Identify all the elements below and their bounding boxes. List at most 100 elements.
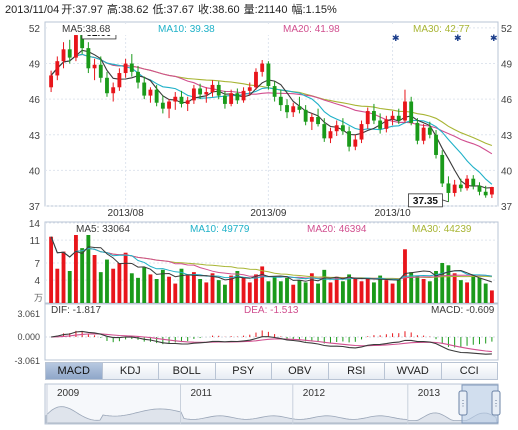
volume-bar [242, 278, 246, 303]
candle-body [155, 90, 159, 103]
price-y-tick: 40 [29, 166, 41, 177]
legend-ma10: MA10: 39.38 [158, 24, 215, 35]
legend-ma5: MA5:38.68 [62, 24, 111, 35]
vol-legend-ma20: MA20: 46394 [307, 224, 367, 235]
star-marker-icon[interactable]: ✱ [454, 33, 462, 43]
tab-macd[interactable]: MACD [45, 362, 103, 380]
volume-bar [471, 276, 475, 303]
candle-body [186, 100, 190, 104]
candle-body [260, 64, 264, 72]
candle-body [360, 124, 364, 139]
price-y-tick-right: 37 [501, 202, 513, 213]
tab-rsi[interactable]: RSI [329, 362, 386, 380]
candle-body [111, 87, 115, 93]
candle-body [409, 102, 413, 123]
macd-legend-macd: MACD: -0.609 [431, 305, 495, 316]
price-y-axis-left: 524946434037 [29, 24, 41, 213]
candle-body [254, 72, 258, 87]
candle-body [142, 83, 146, 96]
candle-body [471, 179, 475, 186]
candle-body [93, 65, 97, 69]
navigator-year-label: 2011 [190, 388, 212, 399]
candle-body [291, 106, 295, 112]
candle-body [192, 88, 196, 100]
candle-body [248, 87, 252, 91]
candle-body [211, 85, 215, 92]
candle-body [322, 124, 326, 138]
tab-wvad[interactable]: WVAD [385, 362, 442, 380]
volume-bar [428, 281, 432, 303]
star-marker-icon[interactable]: ✱ [490, 33, 498, 43]
volume-y-tick: 14 [29, 219, 41, 230]
grip-icon: ⋮ [459, 399, 467, 408]
volume-bar [422, 279, 426, 303]
volume-bar [198, 279, 202, 303]
volume-bar [180, 269, 184, 303]
volume-bar [484, 284, 488, 303]
volume-unit: 万 [34, 293, 43, 303]
tab-cci[interactable]: CCI [442, 362, 499, 380]
volume-bar [62, 252, 66, 303]
volume-bar [440, 263, 444, 303]
candle-body [353, 140, 357, 147]
volume-bar [142, 268, 146, 303]
volume-bar [93, 255, 97, 303]
volume-bar [372, 282, 376, 303]
candle-body [372, 111, 376, 120]
overview-navigator[interactable]: 2009 2011 2012 2013 ⋮ ⋮ [45, 384, 500, 424]
candle-body [217, 85, 221, 96]
volume-bar [173, 284, 177, 303]
price-y-tick-right: 52 [501, 24, 513, 35]
volume-bar [49, 237, 53, 303]
price-y-tick-right: 40 [501, 166, 513, 177]
tab-obv[interactable]: OBV [272, 362, 329, 380]
volume-bar [329, 282, 333, 303]
candle-body [130, 64, 134, 72]
macd-y-tick-top: 3.061 [17, 309, 40, 319]
candle-body [161, 103, 165, 109]
volume-bar [192, 272, 196, 303]
candle-body [285, 105, 289, 112]
price-x-tick: 2013/09 [250, 208, 287, 219]
volume-bar [99, 272, 103, 303]
candle-body [173, 97, 177, 102]
volume-y-tick: 7 [34, 259, 40, 270]
tab-boll[interactable]: BOLL [159, 362, 216, 380]
price-y-tick: 43 [29, 131, 41, 142]
volume-panel: 141174 MA5: 33064 MA10: 49779 MA20: 4639… [29, 219, 498, 303]
quote-header: 2013/11/04 开:37.97 高:38.62 低:37.67 收:38.60 量:… [5, 2, 337, 16]
volume-bar [291, 285, 295, 303]
tab-psy[interactable]: PSY [216, 362, 273, 380]
volume-bar [322, 270, 326, 303]
candle-body [484, 192, 488, 196]
macd-y-tick-bottom: -3.061 [14, 356, 40, 366]
legend-ma20: MA20: 41.98 [283, 24, 340, 35]
candle-body [434, 135, 438, 155]
tab-kdj[interactable]: KDJ [103, 362, 160, 380]
macd-panel: DIF: -1.817 DEA: -1.513 MACD: -0.609 3.0… [14, 304, 498, 366]
candle-body [347, 131, 351, 146]
volume-bar [136, 278, 140, 303]
price-y-tick: 37 [29, 202, 41, 213]
candle-body [198, 88, 202, 94]
price-x-tick: 2013/10 [374, 208, 411, 219]
candle-body [117, 73, 121, 87]
volume-bar [353, 279, 357, 303]
volume-bar [266, 281, 270, 303]
volume-bar [55, 269, 59, 303]
star-marker-icon[interactable]: ✱ [392, 33, 400, 43]
volume-bar [298, 280, 302, 303]
candle-body [447, 183, 451, 192]
macd-y-tick-zero: 0.000 [17, 332, 40, 342]
volume-bar [254, 274, 258, 303]
volume-bar [335, 277, 339, 303]
price-x-tick: 2013/08 [108, 208, 145, 219]
macd-legend-dif: DIF: -1.817 [51, 305, 101, 316]
candle-body [428, 128, 432, 135]
candle-body [335, 125, 339, 131]
volume-bar [316, 284, 320, 303]
vol-legend-ma10: MA10: 49779 [190, 224, 250, 235]
candle-body [49, 75, 53, 87]
candle-body [403, 102, 407, 121]
candle-body [316, 117, 320, 124]
